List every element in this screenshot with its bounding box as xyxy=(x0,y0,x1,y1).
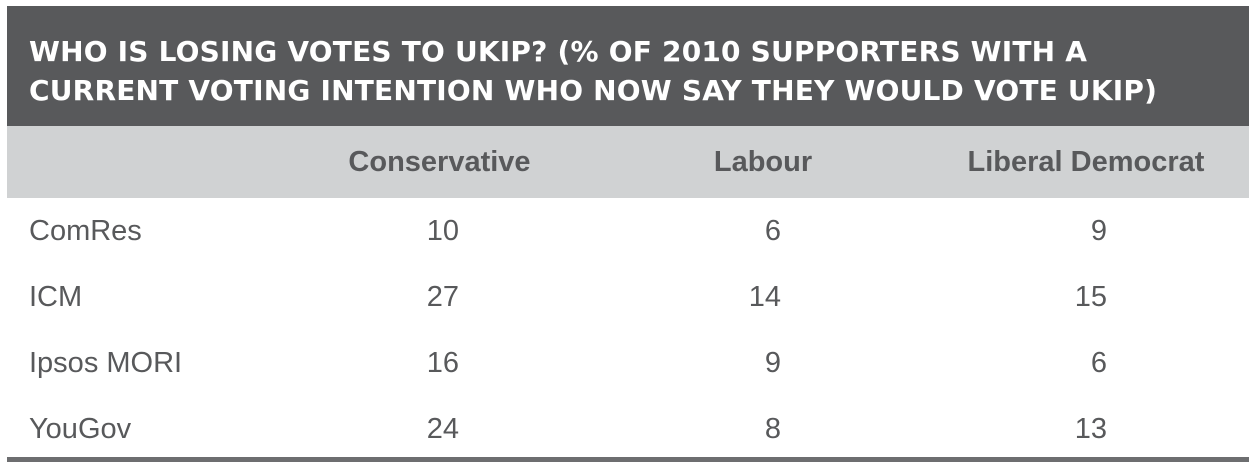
table-row-ipsos-mori: Ipsos MORI 16 9 6 xyxy=(7,330,1249,396)
row-label: ComRes xyxy=(29,215,142,247)
column-header-labour: Labour xyxy=(713,146,813,178)
table-row-icm: ICM 27 14 15 xyxy=(7,264,1249,330)
title-bar: WHO IS LOSING VOTES TO UKIP? (% OF 2010 … xyxy=(7,6,1249,126)
table-body: ComRes 10 6 9 ICM 27 14 15 Ipsos MORI 16… xyxy=(7,198,1249,462)
row-label: Ipsos MORI xyxy=(29,347,183,379)
cell-liberal-democrat: 13 xyxy=(1074,413,1107,445)
cell-liberal-democrat: 15 xyxy=(1074,281,1107,313)
table-row-comres: ComRes 10 6 9 xyxy=(7,198,1249,264)
column-header-liberal-democrat: Liberal Democrat xyxy=(967,146,1205,178)
cell-conservative: 24 xyxy=(426,413,459,445)
cell-conservative: 27 xyxy=(426,281,459,313)
cell-labour: 8 xyxy=(764,413,781,445)
row-label: YouGov xyxy=(29,413,132,445)
bottom-rule xyxy=(7,457,1249,462)
column-header-row: Conservative Labour Liberal Democrat xyxy=(7,126,1249,198)
table-row-yougov: YouGov 24 8 13 xyxy=(7,396,1249,462)
cell-conservative: 16 xyxy=(426,347,459,379)
column-header-conservative: Conservative xyxy=(348,146,531,178)
cell-liberal-democrat: 9 xyxy=(1090,215,1107,247)
ukip-table-card: WHO IS LOSING VOTES TO UKIP? (% OF 2010 … xyxy=(7,6,1249,462)
row-label: ICM xyxy=(29,281,83,313)
cell-conservative: 10 xyxy=(426,215,459,247)
cell-labour: 14 xyxy=(748,281,781,313)
cell-labour: 9 xyxy=(764,347,781,379)
cell-labour: 6 xyxy=(764,215,781,247)
cell-liberal-democrat: 6 xyxy=(1090,347,1107,379)
table-title: WHO IS LOSING VOTES TO UKIP? (% OF 2010 … xyxy=(29,35,1158,107)
